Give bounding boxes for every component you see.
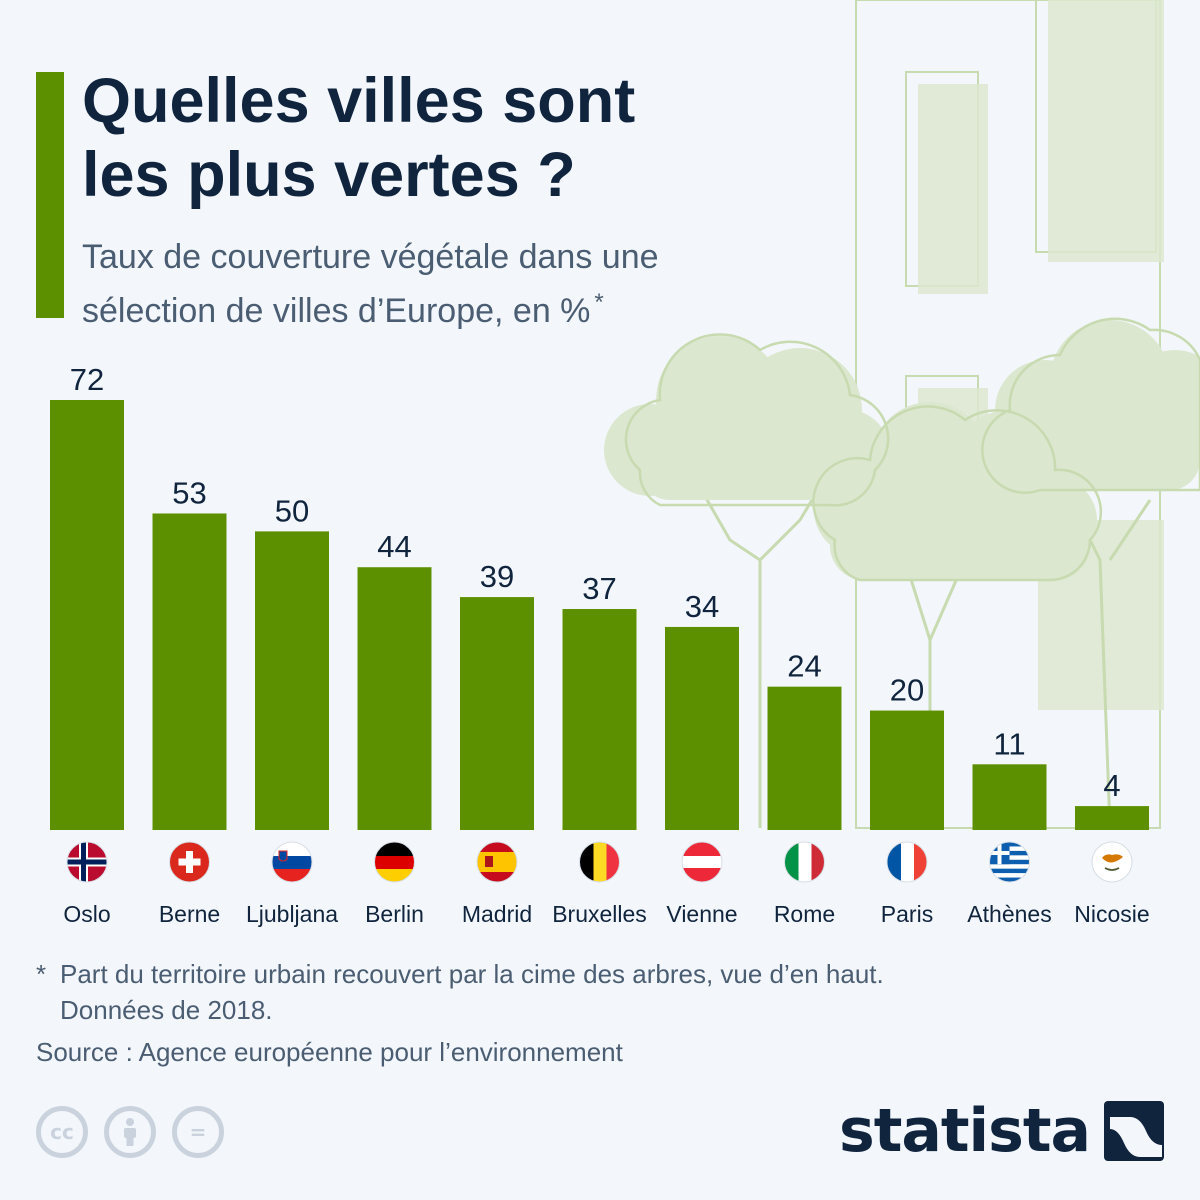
equals-glyph: = [189, 1120, 207, 1144]
license-icons: cc = [36, 1106, 224, 1158]
chart-subtitle: Taux de couverture végétale dans une sél… [82, 234, 802, 334]
bar-nicosie [1075, 806, 1149, 830]
slovenia-flag-icon [271, 841, 313, 883]
switzerland-flag-icon [169, 841, 210, 883]
value-label-nicosie: 4 [1103, 768, 1120, 803]
italy-flag-icon [784, 841, 825, 883]
footnote-line2: Données de 2018. [60, 995, 273, 1025]
value-label-athenes: 11 [993, 726, 1025, 761]
category-label-rome: Rome [774, 901, 835, 927]
bar-athenes [972, 764, 1047, 830]
chart-title-line2: les plus vertes ? [82, 140, 576, 210]
bar-berne [152, 513, 227, 830]
value-label-paris: 20 [890, 673, 924, 708]
cc-icon-glyph: cc [50, 1120, 74, 1144]
footnote-marker: * [594, 289, 604, 316]
value-label-berlin: 44 [377, 529, 411, 564]
belgium-flag-icon [579, 841, 620, 883]
footnote-star: * [36, 959, 47, 989]
category-label-nicosie: Nicosie [1074, 901, 1149, 927]
greece-flag-icon [989, 841, 1030, 883]
source-text: Source : Agence européenne pour l’enviro… [36, 1037, 623, 1067]
bar-berlin [357, 567, 432, 830]
austria-flag-icon [681, 841, 723, 883]
statista-wordmark: statista [838, 1096, 1091, 1166]
value-label-rome: 24 [787, 649, 821, 684]
bar-vienne [665, 626, 739, 830]
attribution-icon[interactable] [104, 1106, 156, 1158]
value-label-bruxelles: 37 [582, 571, 616, 606]
value-label-ljubljana: 50 [275, 493, 309, 528]
statista-logo-icon [1104, 1101, 1164, 1161]
bar-rome [767, 686, 842, 830]
germany-flag-icon [374, 841, 415, 883]
category-label-athenes: Athènes [967, 901, 1051, 927]
person-icon [124, 1118, 136, 1146]
norway-flag-icon [66, 841, 108, 883]
chart-subtitle-line2: sélection de villes d’Europe, en % [82, 292, 591, 330]
footnote-line1: Part du territoire urbain recouvert par … [60, 959, 884, 989]
bar-madrid [460, 597, 534, 830]
category-label-ljubljana: Ljubljana [246, 901, 338, 927]
no-derivatives-icon[interactable]: = [172, 1106, 224, 1158]
category-label-bruxelles: Bruxelles [552, 901, 647, 927]
chart-title-line1: Quelles villes sont [82, 66, 636, 136]
bar-bruxelles [562, 609, 637, 830]
cyprus-flag-icon [1091, 841, 1133, 883]
france-flag-icon [886, 841, 928, 883]
chart-subtitle-line1: Taux de couverture végétale dans une [82, 238, 659, 276]
title-accent-bar [36, 72, 64, 318]
chart-title: Quelles villes sont les plus vertes ? [82, 64, 842, 212]
cc-icon[interactable]: cc [36, 1106, 88, 1158]
value-label-vienne: 34 [685, 589, 719, 624]
statista-logo[interactable]: statista [839, 1096, 1164, 1166]
category-label-paris: Paris [881, 901, 933, 927]
category-label-berne: Berne [159, 901, 220, 927]
category-label-oslo: Oslo [63, 901, 110, 927]
category-label-vienne: Vienne [666, 901, 737, 927]
category-label-madrid: Madrid [462, 901, 532, 927]
bar-paris [870, 710, 944, 830]
value-label-madrid: 39 [480, 559, 514, 594]
category-label-berlin: Berlin [365, 901, 424, 927]
spain-flag-icon [476, 841, 518, 883]
bar-ljubljana [255, 531, 329, 830]
value-label-oslo: 72 [70, 362, 104, 397]
bar-oslo [50, 400, 124, 830]
value-label-berne: 53 [172, 475, 206, 510]
footnote: * Part du territoire urbain recouvert par… [36, 956, 1136, 1028]
